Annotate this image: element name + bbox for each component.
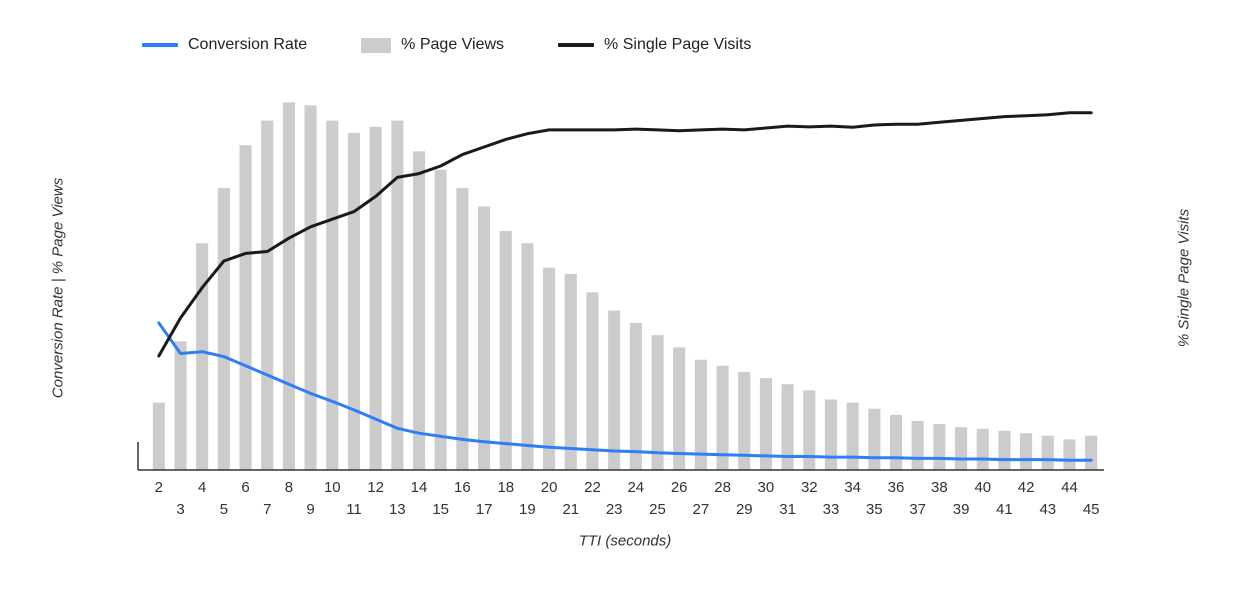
- legend-item-single-page-visits: % Single Page Visits: [558, 36, 751, 54]
- svg-text:17: 17: [476, 501, 493, 518]
- svg-text:40: 40: [974, 479, 991, 496]
- svg-text:24: 24: [627, 479, 644, 496]
- svg-text:16: 16: [454, 479, 471, 496]
- svg-text:11: 11: [346, 501, 362, 518]
- svg-text:39: 39: [953, 501, 970, 518]
- legend-item-page-views: % Page Views: [361, 36, 504, 54]
- svg-text:19: 19: [519, 501, 536, 518]
- bar-swatch-icon: [361, 37, 392, 53]
- legend-label: % Single Page Visits: [604, 36, 752, 53]
- svg-text:14: 14: [411, 479, 428, 496]
- svg-text:35: 35: [866, 501, 883, 518]
- svg-text:18: 18: [497, 479, 514, 496]
- svg-text:21: 21: [562, 501, 579, 518]
- svg-text:8: 8: [285, 479, 293, 496]
- svg-text:28: 28: [714, 479, 731, 496]
- svg-text:27: 27: [693, 501, 710, 518]
- svg-text:26: 26: [671, 479, 688, 496]
- svg-text:4: 4: [198, 479, 206, 496]
- svg-text:23: 23: [606, 501, 623, 518]
- svg-text:29: 29: [736, 501, 753, 518]
- line-swatch-icon: [558, 43, 595, 47]
- svg-text:44: 44: [1061, 479, 1078, 496]
- svg-text:10: 10: [324, 479, 341, 496]
- svg-text:2: 2: [155, 479, 163, 496]
- svg-text:43: 43: [1039, 501, 1056, 518]
- svg-text:13: 13: [389, 501, 406, 518]
- svg-text:42: 42: [1018, 479, 1035, 496]
- svg-text:7: 7: [263, 501, 271, 518]
- x-axis-title: TTI (seconds): [578, 532, 672, 550]
- svg-text:22: 22: [584, 479, 601, 496]
- svg-text:5: 5: [220, 501, 228, 518]
- svg-text:25: 25: [649, 501, 666, 518]
- legend-label: Conversion Rate: [188, 36, 308, 53]
- svg-text:31: 31: [779, 501, 796, 518]
- svg-text:6: 6: [241, 479, 249, 496]
- svg-text:33: 33: [823, 501, 840, 518]
- svg-text:36: 36: [888, 479, 905, 496]
- svg-text:41: 41: [996, 501, 1013, 518]
- svg-text:15: 15: [432, 501, 449, 518]
- legend-label: % Page Views: [401, 36, 505, 53]
- svg-text:12: 12: [367, 479, 384, 496]
- line-swatch-icon: [142, 43, 178, 47]
- svg-text:32: 32: [801, 479, 818, 496]
- legend: Conversion Rate % Page Views % Single Pa…: [142, 36, 751, 54]
- svg-text:20: 20: [541, 479, 558, 496]
- svg-text:3: 3: [176, 501, 184, 518]
- svg-text:45: 45: [1083, 501, 1100, 518]
- svg-text:9: 9: [306, 501, 314, 518]
- legend-item-conversion-rate: Conversion Rate: [142, 36, 307, 54]
- svg-text:30: 30: [758, 479, 775, 496]
- svg-text:37: 37: [909, 501, 926, 518]
- svg-text:34: 34: [844, 479, 861, 496]
- svg-text:38: 38: [931, 479, 948, 496]
